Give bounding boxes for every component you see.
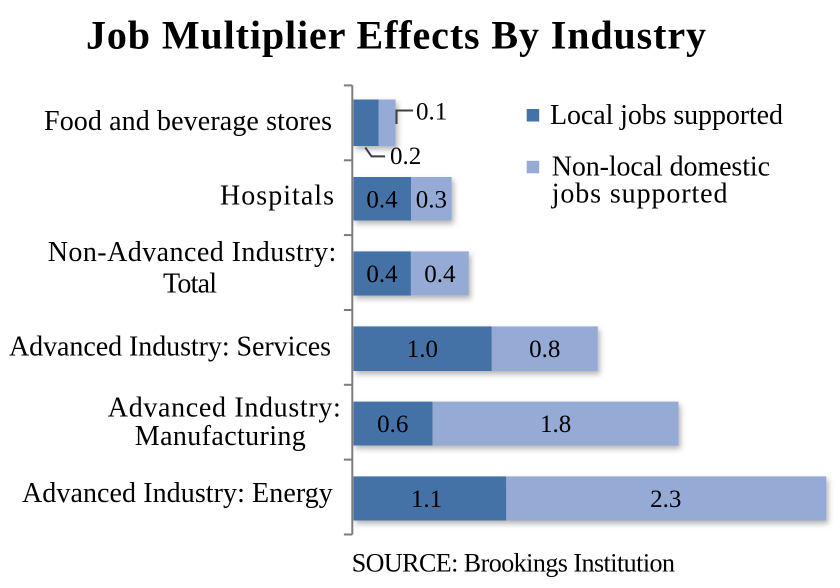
svg-text:0.4: 0.4 [366,261,398,288]
svg-text:Non-Advanced Industry:: Non-Advanced Industry: [48,237,337,268]
svg-text:0.8: 0.8 [529,336,560,363]
svg-text:SOURCE: Brookings Institution: SOURCE: Brookings Institution [352,548,675,577]
svg-text:0.6: 0.6 [377,411,408,438]
svg-text:0.1: 0.1 [416,98,447,125]
svg-text:Total: Total [163,268,217,299]
svg-text:2.3: 2.3 [650,486,681,513]
svg-text:Non-local domestic: Non-local domestic [552,151,770,182]
svg-text:Advanced Industry: Services: Advanced Industry: Services [9,331,331,362]
svg-text:1.1: 1.1 [411,486,442,513]
svg-text:Advanced Industry:: Advanced Industry: [108,393,341,424]
svg-text:Manufacturing: Manufacturing [135,421,306,452]
svg-text:Hospitals: Hospitals [220,181,334,212]
svg-text:0.3: 0.3 [416,187,447,214]
svg-text:0.4: 0.4 [424,261,456,288]
svg-text:jobs supported: jobs supported [551,178,728,209]
svg-text:Job Multiplier Effects By Indu: Job Multiplier Effects By Industry [86,13,706,58]
svg-text:0.2: 0.2 [390,143,421,170]
svg-text:1.8: 1.8 [540,411,571,438]
svg-text:Advanced Industry: Energy: Advanced Industry: Energy [22,478,333,509]
svg-text:Food and beverage stores: Food and beverage stores [44,106,332,137]
svg-text:1.0: 1.0 [407,336,438,363]
svg-text:Local jobs supported: Local jobs supported [550,100,783,131]
svg-text:0.4: 0.4 [366,187,398,214]
